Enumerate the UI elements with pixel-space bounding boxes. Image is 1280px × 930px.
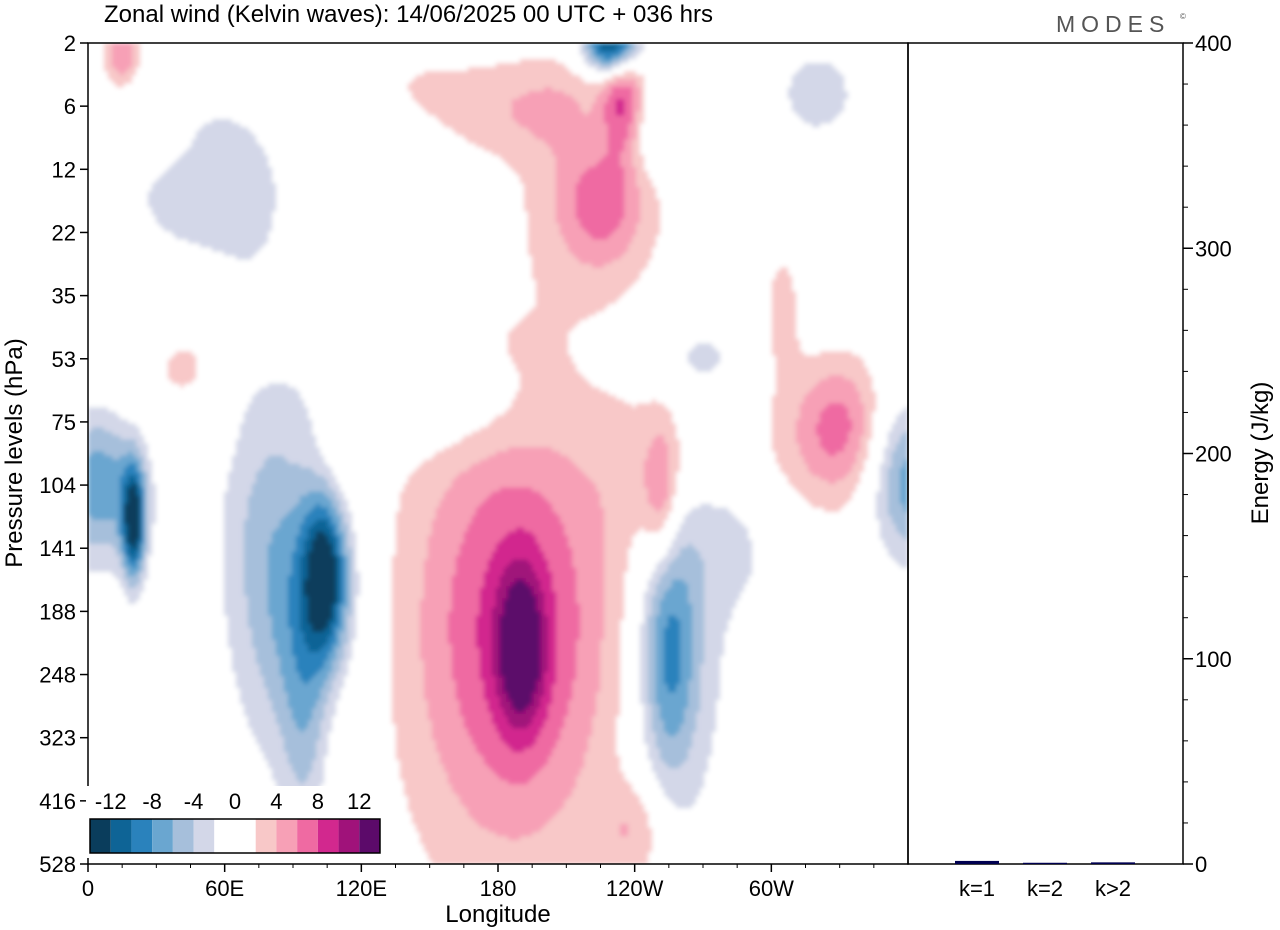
modes-logo-text: MODES — [1056, 11, 1170, 37]
x-tick-label: 180 — [480, 876, 517, 901]
energy-category-label: k=2 — [1027, 876, 1063, 901]
colorbar-swatch — [338, 819, 360, 853]
colorbar-label: 4 — [270, 789, 282, 814]
y-tick-label: 323 — [39, 726, 76, 751]
energy-tick-label: 100 — [1195, 647, 1232, 672]
energy-bar — [1091, 862, 1135, 864]
colorbar-swatch — [297, 819, 318, 853]
x-axis-label: Longitude — [445, 901, 550, 928]
colorbar-swatch — [193, 819, 215, 853]
energy-bar — [1023, 862, 1067, 864]
colorbar-label: -4 — [184, 789, 204, 814]
chart-title: Zonal wind (Kelvin waves): 14/06/2025 00… — [104, 1, 713, 28]
y-tick-label: 12 — [52, 157, 76, 182]
colorbar-swatch — [152, 819, 173, 853]
energy-tick-label: 300 — [1195, 236, 1232, 261]
energy-category-label: k=1 — [959, 876, 995, 901]
y-axis-label: Pressure levels (hPa) — [1, 338, 28, 567]
copyright-mark: © — [1180, 12, 1186, 21]
colorbar-swatch — [276, 819, 298, 853]
energy-tick-label: 400 — [1195, 31, 1232, 56]
energy-tick-label: 200 — [1195, 442, 1232, 467]
heatmap-canvas — [88, 43, 908, 864]
colorbar-label: 8 — [312, 789, 324, 814]
y-tick-label: 22 — [52, 220, 76, 245]
y-tick-label: 6 — [64, 94, 76, 119]
x-tick-label: 120E — [336, 876, 387, 901]
y-tick-label: 75 — [52, 410, 76, 435]
x-tick-label: 0 — [82, 876, 94, 901]
colorbar-swatch — [317, 819, 339, 853]
y-axis: 2 6 12 22 35 53 75 104 141 188 248 323 416 528 — [39, 31, 88, 877]
colorbar-label: 12 — [347, 789, 371, 814]
x-tick-label: 60W — [749, 876, 794, 901]
y-tick-label: 53 — [52, 347, 76, 372]
y-tick-label: 188 — [39, 599, 76, 624]
colorbar-label: -12 — [95, 789, 127, 814]
colorbar-swatch — [131, 819, 153, 853]
colorbar-swatch — [235, 819, 256, 853]
energy-axis-label: Energy (J/kg) — [1247, 382, 1274, 525]
y-tick-label: 248 — [39, 663, 76, 688]
colorbar-border — [89, 818, 381, 854]
energy-category-label: k>2 — [1095, 876, 1131, 901]
y-tick-label: 416 — [39, 789, 76, 814]
x-tick-label: 120W — [606, 876, 664, 901]
y-tick-label: 35 — [52, 284, 76, 309]
colorbar-swatch — [255, 819, 277, 853]
energy-frame — [907, 42, 1184, 865]
colorbar-swatch — [172, 819, 194, 853]
x-axis: 0 60E 120E 180 120W 60W — [82, 864, 875, 901]
y-tick-label: 104 — [39, 473, 76, 498]
energy-bar — [955, 860, 999, 864]
y-tick-label: 141 — [39, 536, 76, 561]
colorbar-swatch — [110, 819, 132, 853]
modes-logo: MODES © — [1056, 11, 1186, 37]
colorbar-swatch — [90, 819, 111, 853]
y-tick-label: 528 — [39, 852, 76, 877]
colorbar-swatch — [359, 819, 380, 853]
colorbar-swatch — [214, 819, 235, 853]
colorbar-label: -8 — [142, 789, 162, 814]
colorbar-legend: -12 -8 -4 0 4 8 12 — [86, 786, 384, 858]
x-tick-label: 60E — [205, 876, 244, 901]
energy-tick-label: 0 — [1195, 852, 1207, 877]
y-tick-label: 2 — [64, 31, 76, 56]
energy-bar-chart: 0 100 200 300 400 k=1 k=2 k>2 — [955, 31, 1232, 901]
heatmap-image — [88, 43, 908, 864]
colorbar-label: 0 — [229, 789, 241, 814]
